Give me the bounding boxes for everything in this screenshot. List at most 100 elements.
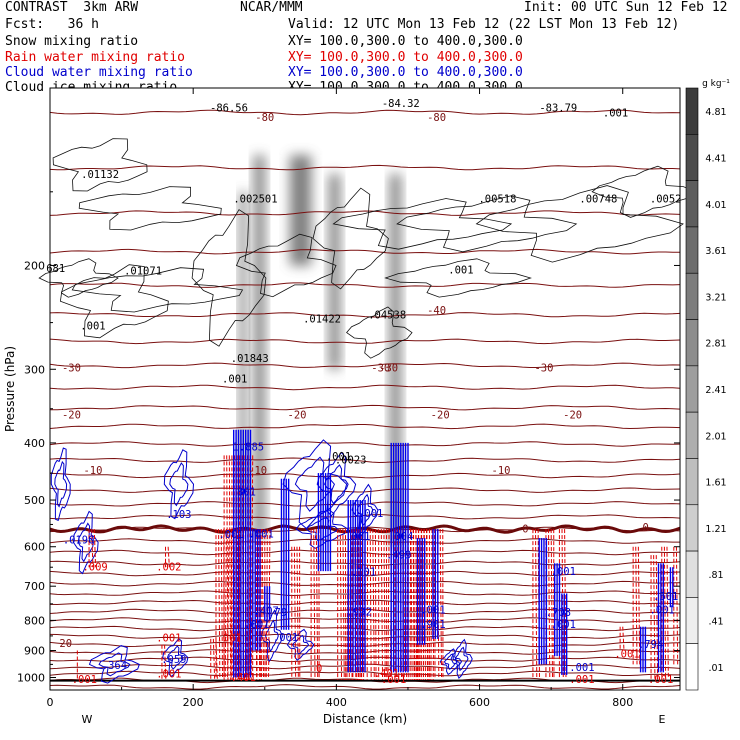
- rain-water-contour: [339, 529, 343, 681]
- cloud-ice-contour: [346, 306, 413, 359]
- snow-shading: [239, 191, 247, 530]
- snow-shading: [254, 155, 265, 539]
- rain-water-contour: [637, 546, 641, 665]
- cloud-water-contour: [443, 653, 458, 670]
- cloud-ice-contour: [312, 187, 389, 290]
- rain-water-label: .001: [648, 674, 673, 686]
- cloud-water-label: .001: [249, 529, 274, 541]
- rain-water-label: .001: [569, 674, 594, 686]
- y-tick-label: 600: [24, 541, 45, 554]
- temperature-label: 0: [642, 522, 648, 534]
- cloud-water-label: .501: [653, 591, 678, 603]
- temperature-contour: [49, 312, 681, 318]
- cloud-water-label: .001: [551, 566, 576, 578]
- temperature-label: -80: [427, 112, 446, 124]
- rain-water-contour: [426, 529, 429, 681]
- colorbar-label: 1.21: [705, 524, 726, 535]
- rain-water-label: .001: [381, 674, 406, 686]
- y-tick-label: 300: [24, 363, 45, 376]
- cloud-ice-contour: [384, 258, 532, 298]
- cloud-water-label: .0190: [63, 534, 95, 546]
- cloud-water-label: 1.885: [233, 442, 265, 454]
- x-tick-label: 400: [326, 696, 347, 709]
- x-tick-label: 800: [612, 696, 633, 709]
- cloud-ice-label: -84.32: [382, 98, 420, 110]
- rain-water-contour: [561, 529, 564, 678]
- rain-water-contour: [215, 638, 218, 679]
- rain-water-contour: [653, 555, 656, 679]
- snow-shading: [289, 155, 312, 266]
- rain-water-label: .001: [614, 648, 639, 660]
- cloud-ice-contour: [475, 185, 684, 263]
- rain-water-contour: [261, 529, 265, 679]
- rain-water-contour: [412, 529, 416, 681]
- rain-water-contour: [666, 546, 669, 679]
- temperature-label: -40: [427, 305, 446, 317]
- temperature-label: -30: [379, 363, 398, 375]
- colorbar-label: 4.81: [705, 107, 726, 118]
- cloud-ice-label: .04538: [368, 309, 406, 321]
- y-tick-label: 400: [24, 437, 45, 450]
- rain-water-contour: [167, 546, 170, 568]
- colorbar-label: 2.01: [705, 431, 726, 442]
- cloud-ice-label: .001: [603, 107, 628, 119]
- cloud-water-contour: [169, 462, 189, 507]
- y-tick-label: 1000: [17, 672, 45, 685]
- cloud-water-label: .79: [268, 607, 287, 619]
- cloud-ice-label: .001: [222, 373, 247, 385]
- colorbar-bin: [685, 365, 699, 413]
- cloud-ice-label: .00748: [579, 194, 617, 206]
- colorbar-label: .01: [708, 663, 723, 674]
- cloud-water-label: .001: [244, 619, 269, 631]
- cloud-water-label: .103: [166, 509, 191, 521]
- header-title-left: CONTRAST 3km ARW: [5, 0, 139, 15]
- y-tick-label: 900: [24, 645, 45, 658]
- cloud-water-contour: [454, 646, 469, 672]
- rain-water-label: .001: [156, 669, 181, 681]
- cloud-ice-label: .01132: [81, 169, 119, 181]
- rain-water-contour: [260, 529, 262, 681]
- cloud-ice-contour: [38, 258, 119, 298]
- rain-water-contour: [369, 529, 372, 681]
- cloud-water-contour: [324, 464, 349, 505]
- rain-water-contour: [342, 529, 345, 681]
- colorbar-bin: [685, 134, 699, 181]
- temperature-label: -80: [255, 112, 274, 124]
- cloud-ice-label: .0023: [335, 455, 367, 467]
- rain-water-label: 0: [316, 663, 322, 675]
- cloud-water-contour: [88, 645, 140, 684]
- field-xy-snow: XY= 100.0,300.0 to 400.0,300.0: [288, 34, 523, 49]
- colorbar-label: 3.61: [705, 246, 726, 257]
- temperature-label: -20: [62, 410, 81, 422]
- temperature-contour: [49, 362, 681, 369]
- cloud-water-label: .499: [386, 550, 411, 562]
- temperature-contour: [49, 487, 681, 493]
- y-tick-label: 500: [24, 494, 45, 507]
- colorbar-bin: [685, 504, 699, 552]
- header-init: Init: 00 UTC Sun 12 Feb 12: [524, 0, 728, 15]
- header-fcst: Fcst: 36 h: [5, 17, 99, 32]
- x-end-label-west: W: [82, 713, 93, 726]
- field-xy-rain: XY= 100.0,300.0 to 400.0,300.0: [288, 50, 523, 65]
- cloud-ice-contour: [235, 233, 337, 298]
- colorbar-label: 2.81: [705, 339, 726, 350]
- temperature-contour: [49, 164, 681, 171]
- temperature-contour: [49, 248, 680, 255]
- cloud-ice-label: .001: [326, 451, 351, 463]
- rain-water-contour: [635, 546, 638, 665]
- cloud-ice-contour: [71, 267, 244, 313]
- cloud-water-contour: [50, 447, 71, 522]
- cloud-water-contour: [166, 645, 184, 670]
- cloud-water-label: .001: [345, 531, 370, 543]
- colorbar-bin: [685, 643, 699, 691]
- cloud-water-contour: [260, 609, 283, 663]
- cloud-ice-contour: [591, 165, 697, 218]
- cloud-water-label: .901: [420, 619, 445, 631]
- cloud-ice-contour: [191, 209, 267, 347]
- colorbar-label: .41: [708, 617, 723, 628]
- cloud-ice-label: .0052: [650, 194, 682, 206]
- cloud-ice-label: .001: [448, 264, 473, 276]
- y-tick-label: 700: [24, 580, 45, 593]
- cloud-ice-label: .002501: [233, 194, 277, 206]
- temperature-contour: [50, 404, 681, 411]
